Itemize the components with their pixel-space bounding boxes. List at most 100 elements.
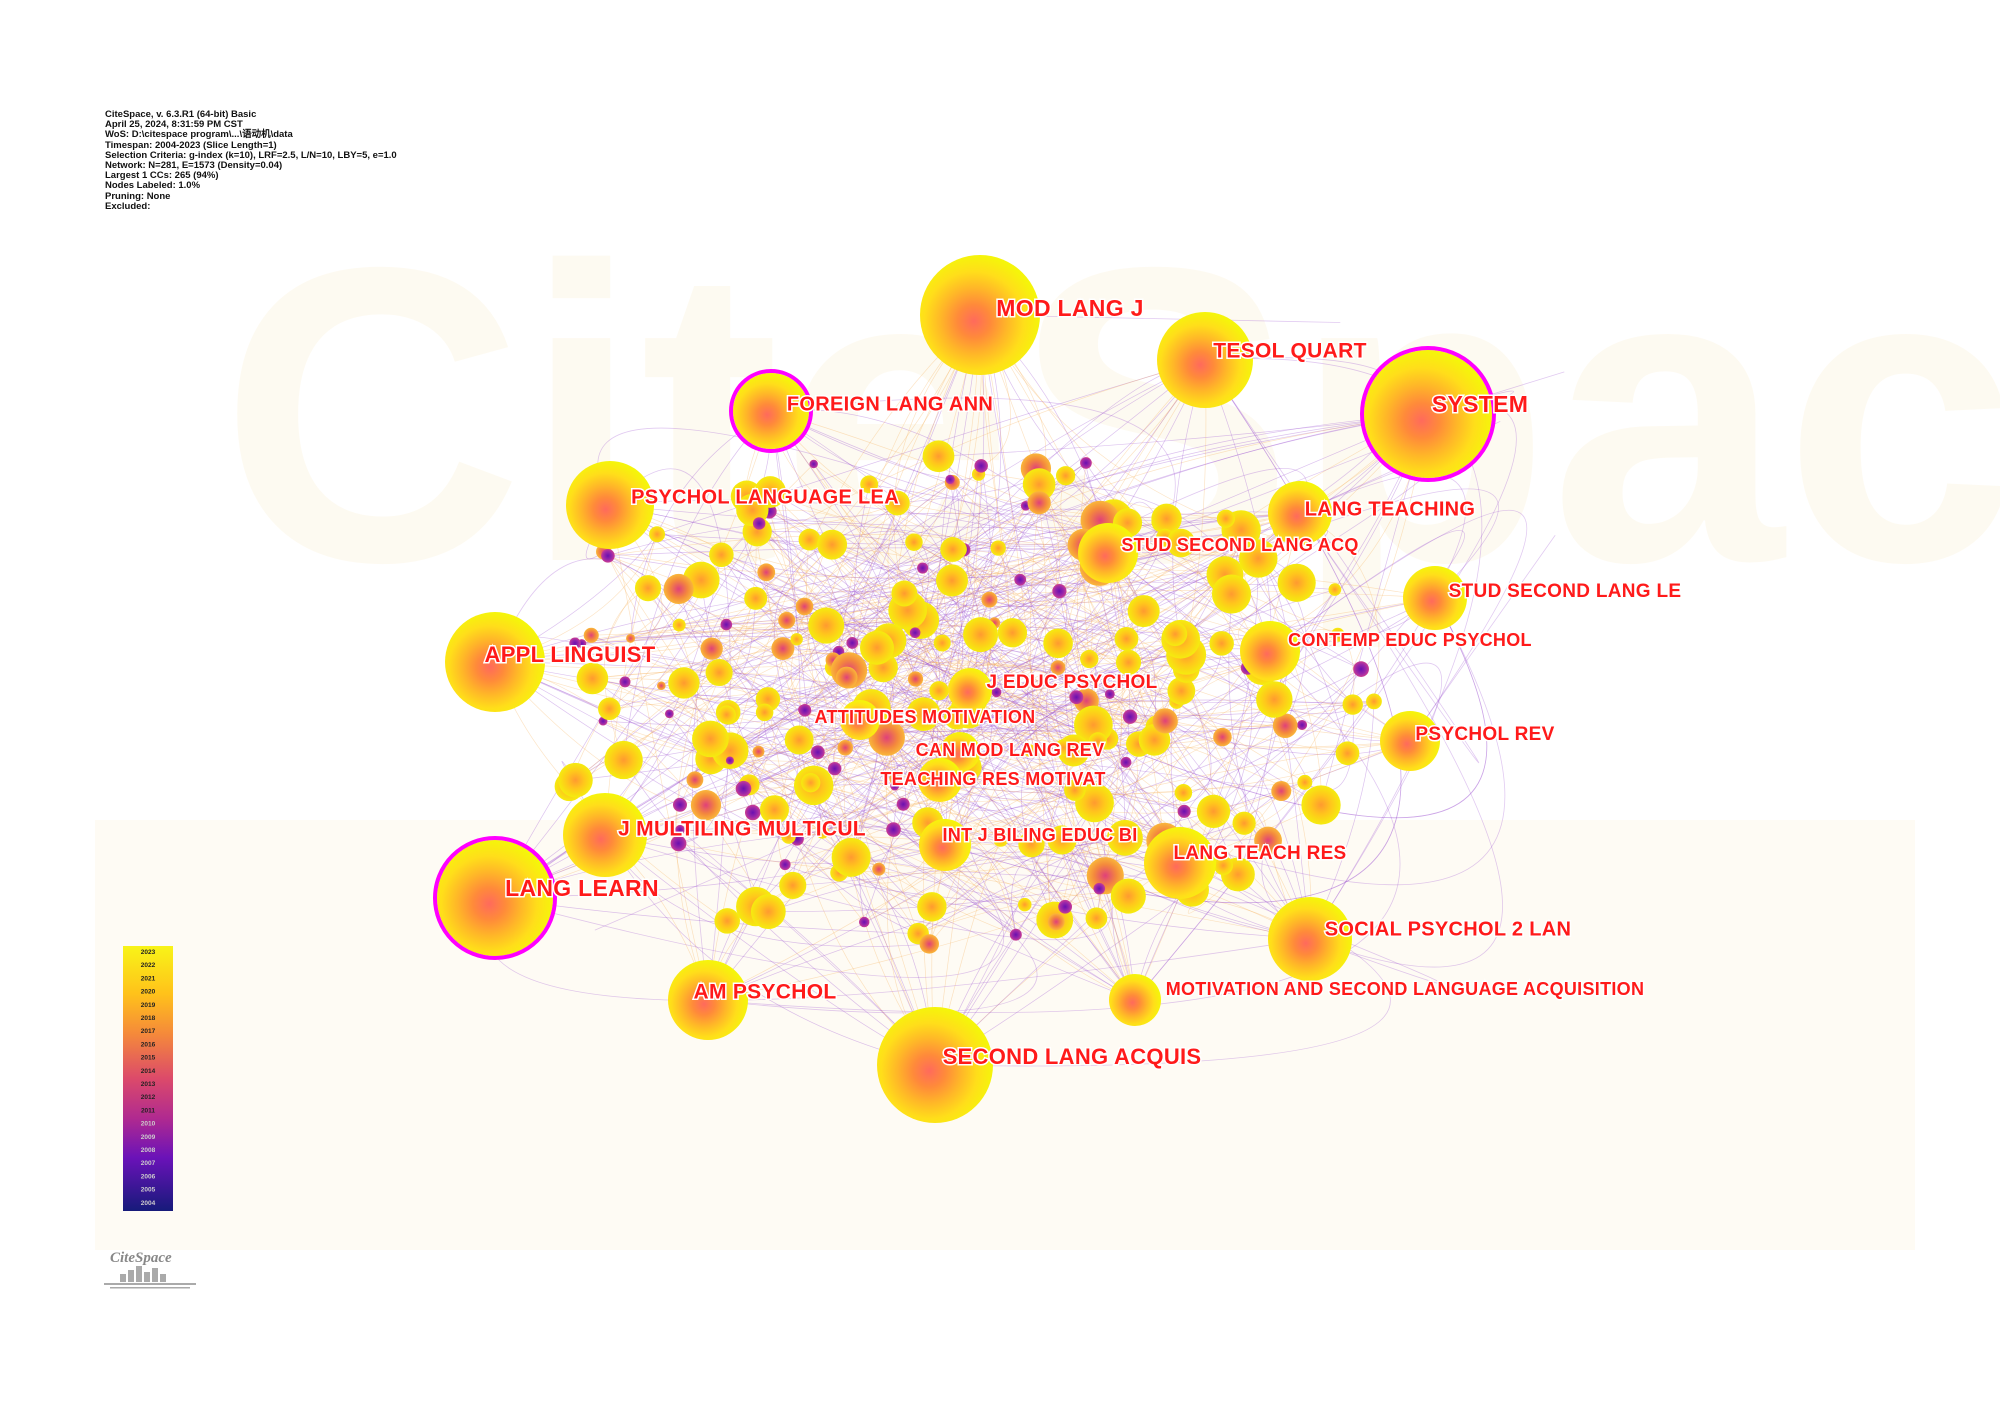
- network-node: [1024, 744, 1037, 757]
- network-node: [990, 540, 1006, 556]
- network-edge: [833, 359, 1206, 668]
- network-node: [1080, 457, 1092, 469]
- network-node: [1335, 741, 1360, 766]
- network-edge: [934, 622, 995, 1066]
- network-edge: [1299, 512, 1503, 968]
- node-label: LANG TEACH RES: [1173, 843, 1346, 864]
- legend-year-label: 2013: [141, 1081, 156, 1088]
- network-node: [1167, 677, 1196, 705]
- network-node: [906, 697, 941, 731]
- network-node: [963, 617, 999, 653]
- network-node: [1050, 660, 1066, 675]
- network-node: [714, 908, 740, 934]
- node-label: J MULTILING MULTICUL: [618, 818, 866, 841]
- network-edge: [944, 786, 1185, 846]
- network-edge: [810, 782, 1136, 1001]
- network-node: [626, 633, 636, 643]
- network-metadata: CiteSpace, v. 6.3.R1 (64-bit) Basic April…: [105, 109, 525, 212]
- network-edge: [838, 779, 941, 884]
- network-node: [1174, 784, 1193, 802]
- network-edge: [859, 719, 1181, 864]
- network-edge: [969, 689, 1375, 717]
- network-edge: [969, 619, 1127, 691]
- network-edge: [1025, 413, 1429, 507]
- network-edge: [817, 710, 969, 760]
- network-node: [1069, 690, 1084, 705]
- network-node: [569, 637, 581, 649]
- network-node-major: [1144, 827, 1216, 899]
- network-edge: [834, 690, 1182, 769]
- metadata-line: CiteSpace, v. 6.3.R1 (64-bit) Basic: [105, 109, 257, 120]
- network-node: [891, 580, 918, 607]
- network-node: [1272, 713, 1298, 739]
- network-edge: [1176, 701, 1247, 824]
- network-node: [1052, 584, 1067, 599]
- network-edge: [609, 597, 1436, 710]
- network-edge: [581, 462, 1087, 644]
- network-edge: [609, 468, 731, 1001]
- network-node-major: [668, 960, 748, 1040]
- network-edge: [574, 642, 861, 721]
- network-node: [725, 756, 734, 765]
- network-edge: [1039, 484, 1271, 652]
- legend-year-label: 2022: [141, 962, 156, 969]
- network-node: [790, 633, 803, 646]
- network-edge: [743, 549, 954, 789]
- metadata-line: Timespan: 2004-2023 (Slice Length=1): [105, 139, 277, 151]
- network-node: [757, 563, 776, 582]
- network-edge: [944, 474, 979, 846]
- network-node: [604, 740, 643, 780]
- network-node: [583, 627, 599, 643]
- network-edge: [1191, 413, 1429, 891]
- network-node: [997, 618, 1028, 648]
- network-node: [784, 725, 814, 755]
- network-node: [945, 474, 955, 485]
- legend-year-label: 2023: [141, 949, 156, 956]
- network-edge: [669, 713, 757, 907]
- network-edge: [822, 552, 1109, 833]
- metadata-line: April 25, 2024, 8:31:59 PM CST: [105, 119, 243, 131]
- network-edge: [707, 739, 801, 1001]
- network-edge: [1109, 677, 1142, 717]
- network-edge: [907, 610, 1136, 1001]
- network-node: [1047, 825, 1077, 855]
- network-node-major: [1268, 481, 1332, 545]
- network-edge: [494, 523, 760, 899]
- legend-year-label: 2014: [141, 1068, 156, 1075]
- network-node: [1353, 661, 1369, 677]
- network-node: [735, 780, 752, 797]
- network-node-major: [840, 700, 880, 740]
- node-label: TEACHING RES MOTIVAT: [880, 769, 1105, 789]
- network-edge: [957, 654, 1187, 840]
- metadata-line: WoS: D:\citespace program\...\语动机\data: [105, 129, 293, 141]
- metadata-line: Nodes Labeled: 1.0%: [105, 180, 201, 192]
- network-node: [779, 871, 807, 899]
- node-label: SECOND LANG ACQUIS: [943, 1044, 1202, 1069]
- network-edge: [1213, 558, 1259, 812]
- network-edge: [770, 410, 979, 480]
- burst-ring: [729, 369, 813, 453]
- network-node: [760, 795, 789, 825]
- network-edge: [729, 314, 981, 761]
- network-node: [1342, 694, 1363, 715]
- network-edge: [952, 549, 1177, 702]
- network-edge: [721, 554, 1100, 580]
- network-node: [1104, 689, 1115, 700]
- network-edge: [927, 610, 1144, 824]
- node-label: CONTEMP EDUC PSYCHOL: [1288, 630, 1532, 650]
- network-node: [896, 797, 910, 811]
- network-edge: [623, 482, 953, 761]
- network-edge: [782, 648, 1094, 726]
- network-edge: [623, 547, 999, 761]
- network-edge: [883, 661, 1131, 717]
- network-edge: [1134, 589, 1336, 1001]
- network-edge: [1060, 475, 1129, 663]
- network-edge: [604, 834, 946, 864]
- metadata-line: Selection Criteria: g-index (k=10), LRF=…: [105, 149, 397, 161]
- network-node: [1043, 628, 1073, 659]
- network-node: [817, 529, 848, 560]
- network-node: [1085, 907, 1108, 930]
- network-edge: [894, 314, 985, 787]
- node-label: APPL LINGUIST: [485, 642, 656, 667]
- network-node: [709, 542, 734, 568]
